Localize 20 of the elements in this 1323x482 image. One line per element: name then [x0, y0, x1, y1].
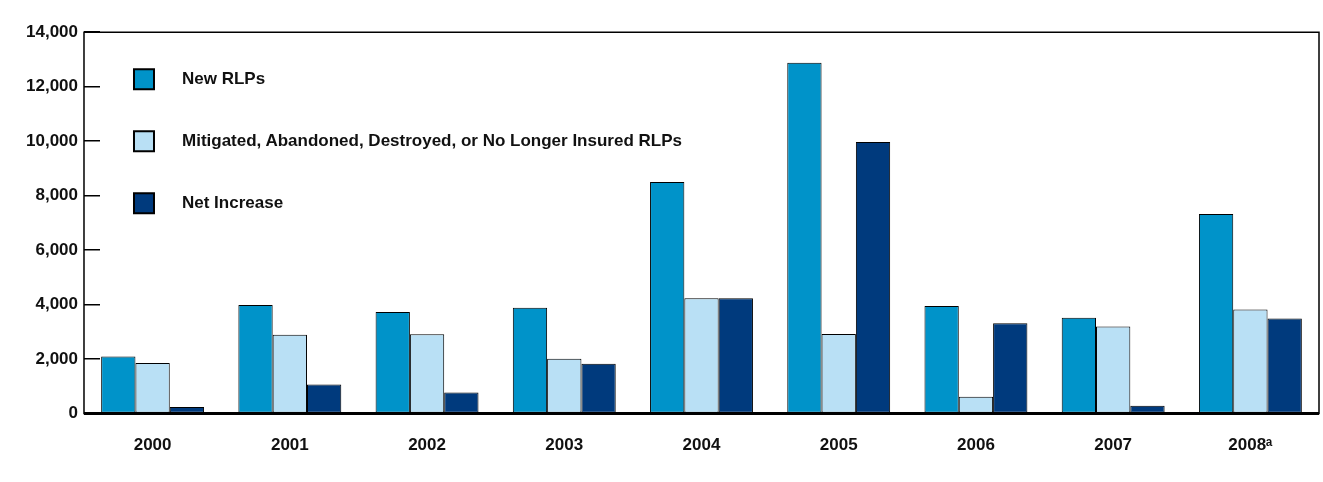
y-tick-label: 6,000 [35, 239, 78, 259]
x-tick-label: 2006 [957, 435, 995, 455]
y-tick-label: 14,000 [26, 21, 78, 41]
y-tick-label: 10,000 [26, 130, 78, 150]
legend-label: Net Increase [182, 192, 284, 212]
x-tick-label: 2005 [819, 435, 858, 455]
x-tick-label: 2007 [1094, 435, 1133, 455]
y-tick-label: 4,000 [35, 294, 78, 314]
y-tick-label: 0 [68, 403, 78, 423]
x-tick-label: 2004 [682, 435, 721, 455]
x-tick-label: 2000 [133, 435, 172, 455]
legend-label: New RLPs [182, 68, 266, 88]
y-tick-label: 8,000 [35, 185, 78, 205]
x-tick-label: 2001 [270, 435, 309, 455]
x-tick-label: 2003 [545, 435, 584, 455]
x-tick-label: 2008ᵃ [1228, 435, 1274, 455]
y-tick-label: 2,000 [35, 348, 78, 368]
legend-label: Mitigated, Abandoned, Destroyed, or No Longer Insured RLPs [182, 130, 682, 150]
x-tick-label: 2002 [408, 435, 446, 455]
y-tick-label: 12,000 [26, 76, 78, 96]
